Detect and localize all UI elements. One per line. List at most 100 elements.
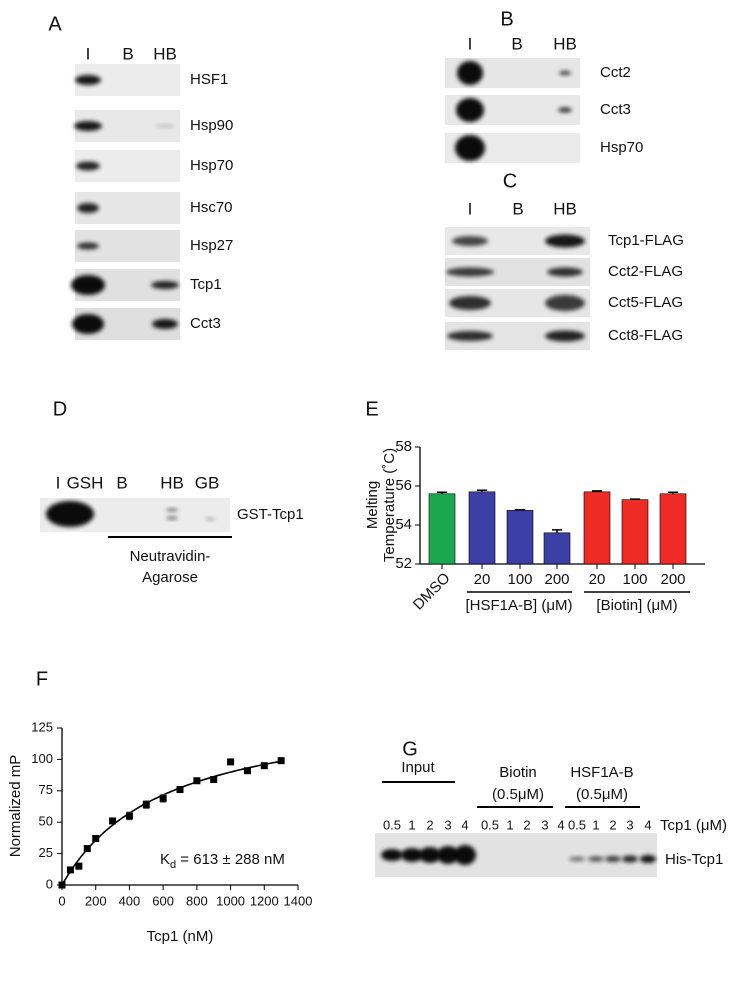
blot-band xyxy=(71,275,105,295)
y-axis-label: Melting xyxy=(364,481,381,529)
point xyxy=(243,767,251,775)
blot-band xyxy=(46,501,94,527)
point xyxy=(277,757,285,765)
lane-label: HB xyxy=(160,473,184,492)
error-bar xyxy=(515,509,525,511)
blot-band xyxy=(455,135,485,161)
lane-label: 0.5 xyxy=(383,817,401,832)
lane-label: 4 xyxy=(461,817,468,832)
y-tick-label: 75 xyxy=(39,782,53,797)
row-label: His-Tcp1 xyxy=(665,851,723,868)
point xyxy=(159,794,167,802)
row-label: Cct3 xyxy=(190,315,221,332)
group-label: [Biotin] (μM) xyxy=(596,597,677,614)
lane-label: 2 xyxy=(609,817,616,832)
y-tick-label: 125 xyxy=(31,719,53,734)
row-label: GST-Tcp1 xyxy=(237,506,304,523)
row-label: Tcp1 xyxy=(190,276,222,293)
point xyxy=(75,862,83,870)
point xyxy=(227,758,235,766)
y-tick-label: 58 xyxy=(395,438,412,455)
lane-label: I xyxy=(56,473,61,492)
blot-band xyxy=(588,856,604,862)
point xyxy=(260,762,268,770)
lane-label: 3 xyxy=(541,817,548,832)
x-tick-label: 0 xyxy=(58,893,65,908)
lane-title: Tcp1 (μM) xyxy=(660,817,727,834)
blot-band xyxy=(152,319,178,329)
lane-label: GSH xyxy=(67,473,104,492)
blot-band xyxy=(605,856,621,862)
lane-label: 3 xyxy=(444,817,451,832)
point xyxy=(193,777,201,785)
lane-label: 0.5 xyxy=(481,817,499,832)
x-tick-label: 400 xyxy=(119,893,141,908)
blot-band xyxy=(155,124,175,128)
blot-band xyxy=(72,314,104,334)
blot-band xyxy=(456,98,484,122)
group-label: Input xyxy=(401,759,435,776)
x-tick-label: 1400 xyxy=(284,893,313,908)
error-bar xyxy=(630,498,640,500)
y-tick-label: 52 xyxy=(395,555,412,572)
blot-band xyxy=(151,281,179,289)
row-label: HSF1 xyxy=(190,71,228,88)
blot-band xyxy=(457,61,483,85)
lane-label: 4 xyxy=(557,817,564,832)
blot-band xyxy=(454,845,476,865)
row-label: Hsp90 xyxy=(190,117,233,134)
blot-band xyxy=(559,71,571,75)
row-label: Cct5-FLAG xyxy=(608,294,683,311)
row-label: Tcp1-FLAG xyxy=(608,232,684,249)
blot-band xyxy=(622,855,638,863)
row-label: Hsc70 xyxy=(190,199,233,216)
row-label: Hsp70 xyxy=(600,139,643,156)
row-label: Cct2-FLAG xyxy=(608,263,683,280)
blot-band xyxy=(558,107,572,113)
point xyxy=(58,881,66,889)
group-label: Biotin xyxy=(499,764,537,781)
annotation-part: = 613 ± 288 nM xyxy=(176,851,285,868)
blot-band xyxy=(76,161,100,171)
lane-label: HB xyxy=(153,44,177,63)
lane-label: I xyxy=(468,199,473,218)
blot-band xyxy=(74,121,102,131)
lane-label: 1 xyxy=(506,817,513,832)
lane-label: B xyxy=(511,34,522,53)
blot-band xyxy=(640,855,656,863)
error-bar xyxy=(668,491,678,494)
y-tick-label: 100 xyxy=(31,751,53,766)
blot-band xyxy=(437,846,459,864)
panel-label: F xyxy=(36,668,48,690)
lane-label: 1 xyxy=(408,817,415,832)
panel-label: A xyxy=(48,13,62,35)
error-bar xyxy=(592,490,602,492)
blot-band xyxy=(77,203,99,213)
panel-label: C xyxy=(503,170,517,192)
lane-label: B xyxy=(512,199,523,218)
panel-label: G xyxy=(402,738,418,760)
x-tick-label: 20 xyxy=(474,571,491,588)
group-label: (0.5μM) xyxy=(492,786,544,803)
lane-label: 4 xyxy=(644,817,651,832)
error-bar xyxy=(552,529,562,533)
group-label: HSF1A-B xyxy=(570,764,633,781)
x-tick-label: 200 xyxy=(660,571,685,588)
blot-band xyxy=(545,295,585,311)
blot-band xyxy=(75,75,101,85)
blot-band xyxy=(166,508,178,512)
bracket-label: Neutravidin- xyxy=(130,548,211,565)
x-tick-label: 1000 xyxy=(216,893,245,908)
lane-label: 1 xyxy=(592,817,599,832)
bar xyxy=(583,491,611,565)
error-bar xyxy=(477,489,487,492)
bar xyxy=(428,493,456,565)
blot-band xyxy=(401,848,423,862)
x-tick-label: 100 xyxy=(622,571,647,588)
lane-label: GB xyxy=(195,473,220,492)
point xyxy=(142,801,150,809)
y-axis-label: Temperature (˚C) xyxy=(381,448,398,562)
y-tick-label: 54 xyxy=(395,516,412,533)
x-tick-label: 800 xyxy=(186,893,208,908)
